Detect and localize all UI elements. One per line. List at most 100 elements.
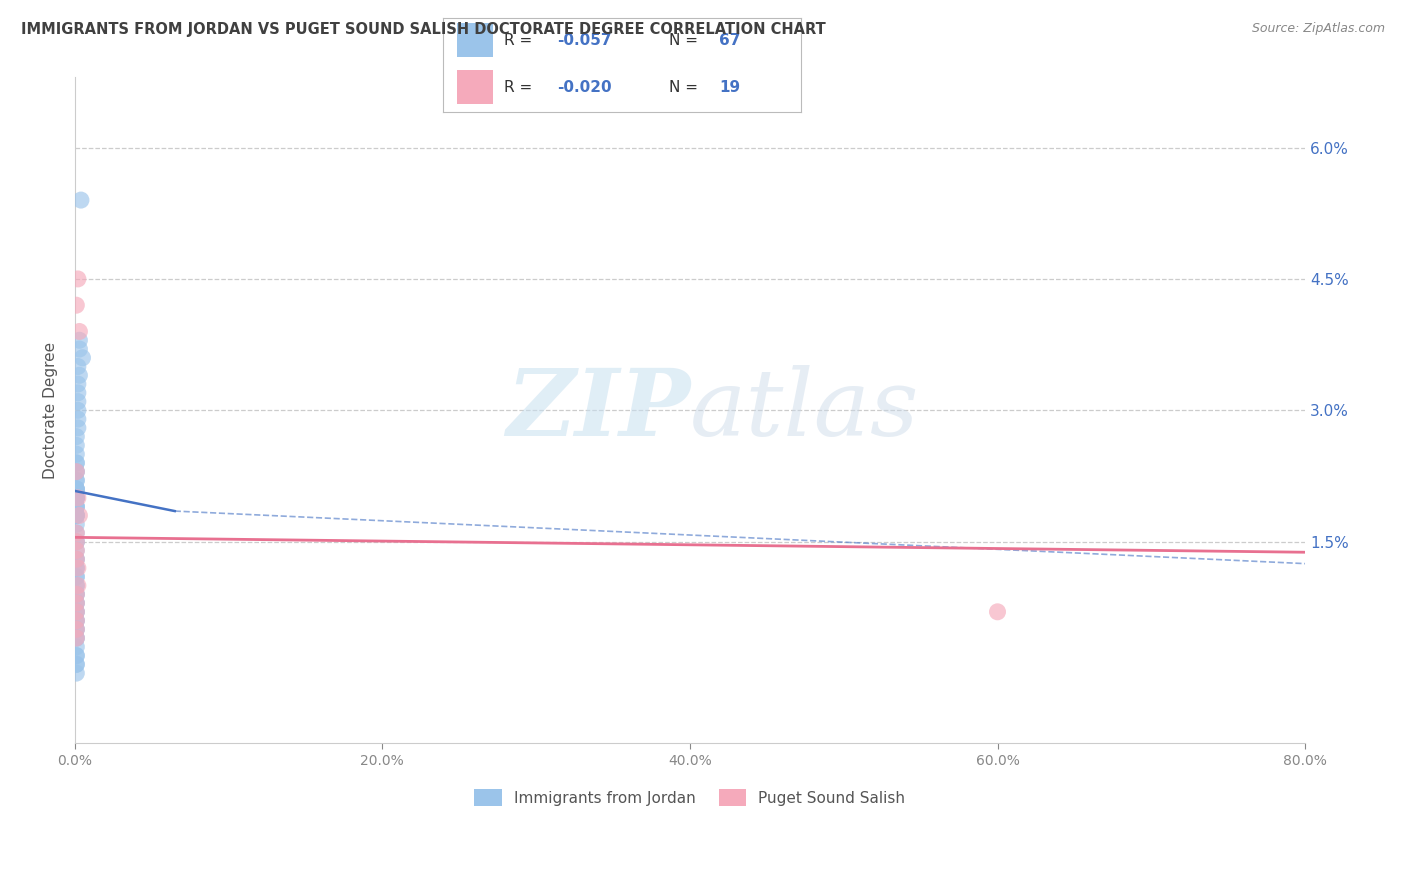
Point	[65, 623, 87, 637]
Point	[65, 456, 87, 470]
Point	[65, 623, 87, 637]
Text: ZIP: ZIP	[506, 366, 690, 455]
Point	[65, 534, 87, 549]
Point	[65, 561, 87, 575]
Point	[65, 605, 87, 619]
Text: -0.020: -0.020	[558, 79, 612, 95]
Point	[65, 578, 87, 592]
Point	[65, 500, 87, 514]
Point	[65, 543, 87, 558]
Point	[65, 491, 87, 505]
Text: N =: N =	[669, 33, 703, 48]
Point	[65, 631, 87, 645]
Legend: Immigrants from Jordan, Puget Sound Salish: Immigrants from Jordan, Puget Sound Sali…	[468, 783, 911, 812]
Point	[67, 368, 90, 383]
Point	[67, 333, 90, 347]
Text: -0.057: -0.057	[558, 33, 612, 48]
Point	[65, 534, 87, 549]
Point	[65, 508, 87, 523]
Point	[65, 534, 87, 549]
Bar	[457, 23, 494, 57]
Point	[65, 596, 87, 610]
Point	[65, 587, 87, 601]
Point	[65, 465, 87, 479]
Point	[65, 508, 87, 523]
Point	[67, 325, 90, 339]
Point	[65, 543, 87, 558]
Point	[65, 474, 87, 488]
Point	[65, 447, 87, 461]
Point	[986, 605, 1008, 619]
Point	[65, 456, 87, 470]
Point	[65, 552, 87, 566]
Text: R =: R =	[503, 79, 537, 95]
Point	[65, 666, 87, 681]
Point	[65, 587, 87, 601]
Point	[65, 525, 87, 540]
Point	[65, 570, 87, 584]
Point	[66, 412, 89, 426]
Point	[65, 552, 87, 566]
Text: 67: 67	[718, 33, 741, 48]
Point	[65, 605, 87, 619]
Y-axis label: Doctorate Degree: Doctorate Degree	[44, 342, 58, 479]
Point	[65, 482, 87, 496]
Point	[65, 491, 87, 505]
Point	[65, 500, 87, 514]
Point	[65, 614, 87, 628]
Point	[65, 465, 87, 479]
Text: N =: N =	[669, 79, 703, 95]
Text: R =: R =	[503, 33, 537, 48]
Point	[65, 605, 87, 619]
Point	[65, 614, 87, 628]
Point	[65, 298, 87, 312]
Text: 19: 19	[718, 79, 740, 95]
Point	[65, 482, 87, 496]
Point	[65, 596, 87, 610]
Point	[65, 561, 87, 575]
Point	[66, 403, 89, 417]
Text: IMMIGRANTS FROM JORDAN VS PUGET SOUND SALISH DOCTORATE DEGREE CORRELATION CHART: IMMIGRANTS FROM JORDAN VS PUGET SOUND SA…	[21, 22, 825, 37]
Point	[65, 508, 87, 523]
Point	[65, 552, 87, 566]
Point	[65, 474, 87, 488]
Point	[66, 377, 89, 392]
Point	[67, 342, 90, 356]
Point	[67, 508, 90, 523]
Point	[66, 421, 89, 435]
Point	[65, 631, 87, 645]
Text: Source: ZipAtlas.com: Source: ZipAtlas.com	[1251, 22, 1385, 36]
Text: atlas: atlas	[690, 366, 920, 455]
Point	[72, 351, 94, 365]
Point	[65, 578, 87, 592]
Point	[65, 465, 87, 479]
Point	[65, 587, 87, 601]
Point	[66, 491, 89, 505]
Point	[66, 578, 89, 592]
Bar	[457, 70, 494, 104]
Point	[65, 648, 87, 663]
Point	[66, 272, 89, 286]
Point	[65, 657, 87, 672]
Point	[65, 491, 87, 505]
Point	[65, 482, 87, 496]
Point	[66, 561, 89, 575]
Point	[65, 491, 87, 505]
Point	[65, 657, 87, 672]
Point	[65, 596, 87, 610]
Point	[65, 623, 87, 637]
Point	[66, 359, 89, 374]
Point	[65, 525, 87, 540]
Point	[65, 517, 87, 532]
Point	[70, 193, 93, 207]
Point	[65, 614, 87, 628]
Point	[65, 438, 87, 452]
Point	[65, 648, 87, 663]
Point	[65, 500, 87, 514]
Point	[66, 394, 89, 409]
Point	[65, 482, 87, 496]
Point	[66, 385, 89, 400]
Point	[65, 508, 87, 523]
Point	[65, 570, 87, 584]
Point	[65, 429, 87, 443]
